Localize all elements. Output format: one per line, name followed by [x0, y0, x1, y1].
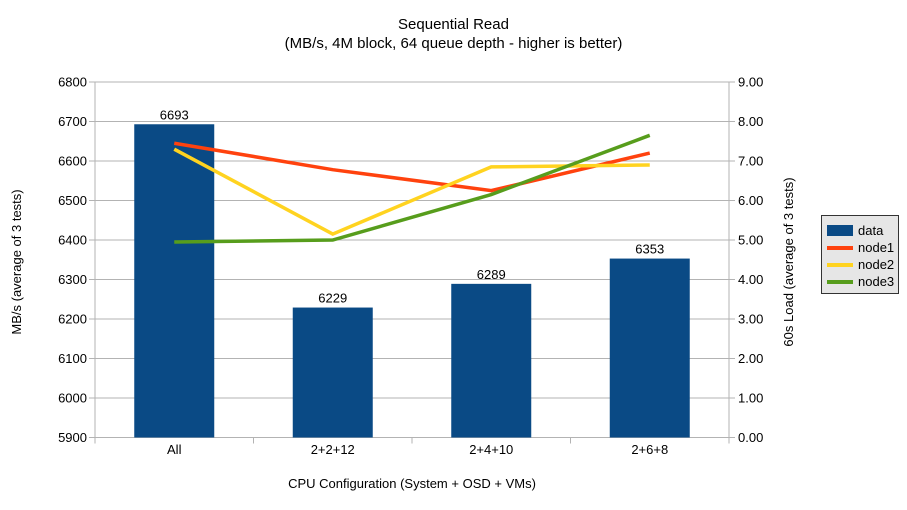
right-axis-tick-label: 5.00: [738, 233, 763, 248]
legend-label-node1: node1: [858, 240, 895, 255]
bar: [451, 283, 532, 438]
right-axis-tick-label: 1.00: [738, 391, 763, 406]
bar-value-label: 6289: [477, 267, 506, 282]
left-axis-tick-label: 6800: [58, 75, 87, 90]
chart-title: Sequential Read: [398, 16, 509, 33]
line-series-node3: [174, 133, 651, 244]
right-axis-tick-label: 8.00: [738, 114, 763, 129]
left-axis-tick-label: 6500: [58, 193, 87, 208]
legend-label-node3: node3: [858, 274, 895, 289]
lines-group: [173, 133, 651, 244]
right-axis-tick-label: 3.00: [738, 312, 763, 327]
bars-group: [134, 124, 690, 438]
legend-item-node2: node2: [822, 256, 898, 273]
bar: [292, 307, 373, 438]
bar-value-label: 6353: [635, 242, 664, 257]
chart-subtitle: (MB/s, 4M block, 64 queue depth - higher…: [284, 35, 623, 52]
left-axis-tick-label: 6300: [58, 272, 87, 287]
legend-swatch-node3: [827, 279, 853, 284]
legend-swatch-data: [827, 225, 853, 236]
left-axis-tick-label: 5900: [58, 430, 87, 445]
legend-label-data: data: [858, 223, 884, 238]
legend-swatch-node2: [827, 262, 853, 267]
line-series-node1: [173, 141, 651, 193]
right-axis-tick-label: 9.00: [738, 75, 763, 90]
x-axis-category-label: All: [167, 442, 182, 457]
x-axis-title: CPU Configuration (System + OSD + VMs): [288, 476, 536, 491]
bar-value-label: 6693: [160, 107, 189, 122]
right-axis-title: 60s Load (average of 3 tests): [781, 177, 796, 346]
legend-item-node3: node3: [822, 273, 898, 290]
left-axis-tick-label: 6400: [58, 233, 87, 248]
left-axis-tick-label: 6200: [58, 312, 87, 327]
bar: [134, 124, 215, 438]
right-axis-tick-label: 0.00: [738, 430, 763, 445]
x-axis-category-label: 2+2+12: [311, 442, 355, 457]
legend-swatch-node1: [827, 245, 853, 250]
right-axis-tick-label: 2.00: [738, 351, 763, 366]
legend-label-node2: node2: [858, 257, 895, 272]
left-axis-tick-label: 6600: [58, 154, 87, 169]
x-axis-category-label: 2+6+8: [631, 442, 668, 457]
right-axis-tick-label: 6.00: [738, 193, 763, 208]
tick-labels-group: 6800 9.00 6700 8.00 6600 7.00 6500 6.00 6400 5.00…: [58, 75, 763, 458]
right-axis-tick-label: 7.00: [738, 154, 763, 169]
left-axis-tick-label: 6000: [58, 391, 87, 406]
chart-titles: Sequential Read (MB/s, 4M block, 64 queu…: [0, 15, 907, 53]
bar: [609, 258, 690, 438]
bar-value-label: 6229: [318, 291, 347, 306]
left-axis-tick-label: 6100: [58, 351, 87, 366]
legend-item-data: data: [822, 222, 898, 239]
legend-item-node1: node1: [822, 239, 898, 256]
left-axis-title: MB/s (average of 3 tests): [9, 189, 24, 334]
x-axis-category-label: 2+4+10: [469, 442, 513, 457]
right-axis-tick-label: 4.00: [738, 272, 763, 287]
left-axis-tick-label: 6700: [58, 114, 87, 129]
legend: data node1 node2 node3: [821, 215, 899, 294]
